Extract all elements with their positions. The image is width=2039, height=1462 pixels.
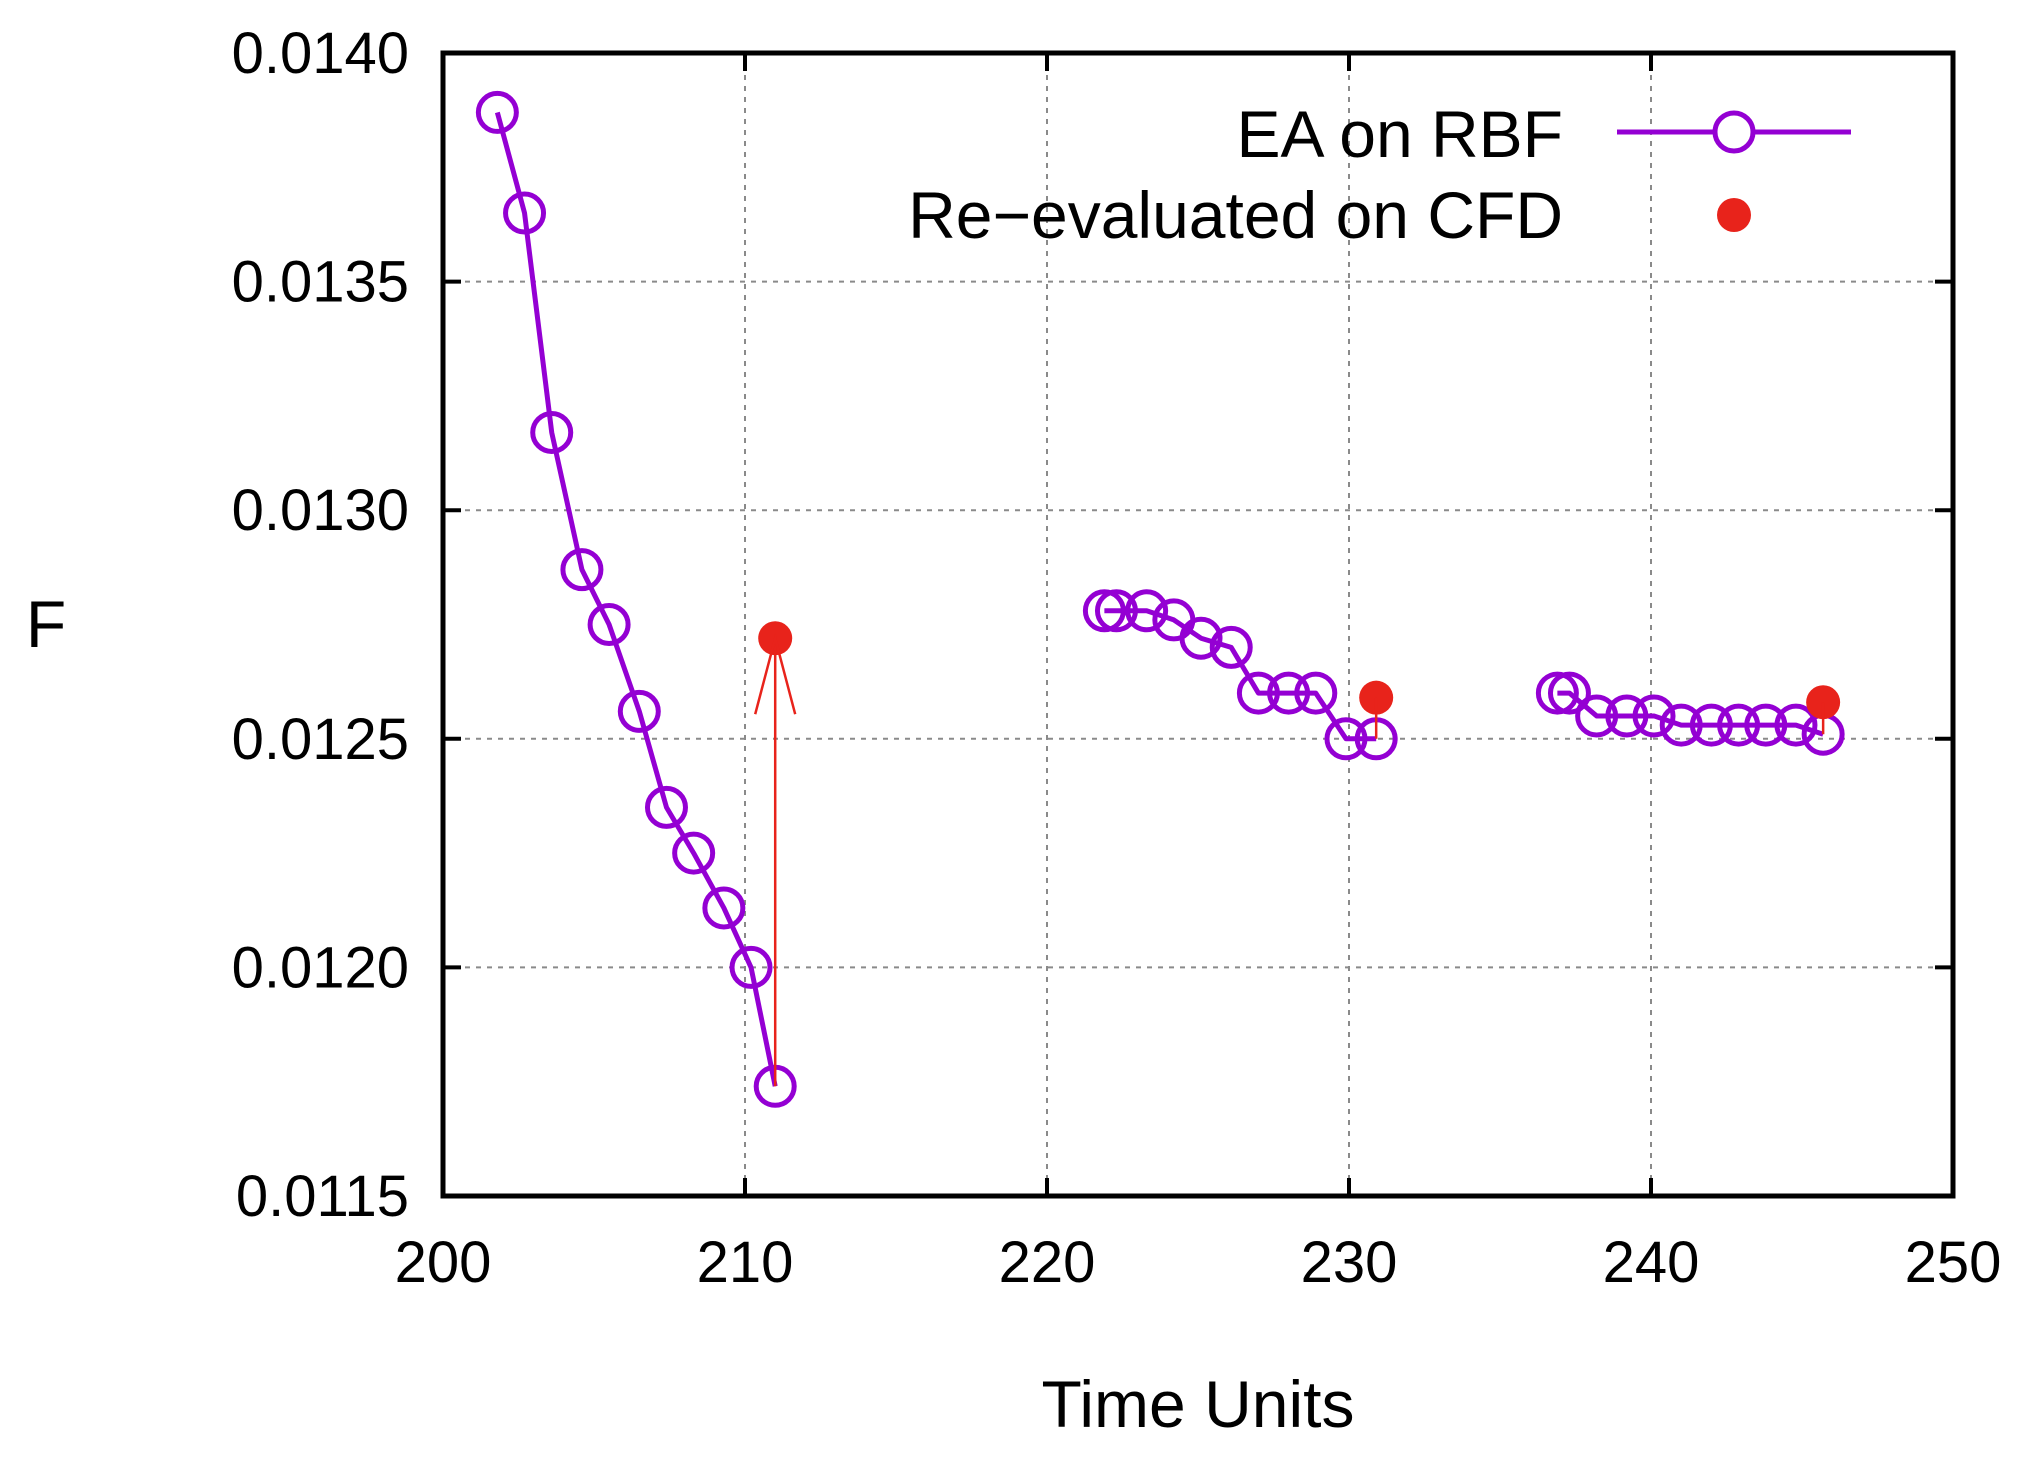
legend-label-ea-on-rbf: EA on RBF bbox=[1237, 97, 1564, 171]
x-tick-label-250: 250 bbox=[1905, 1230, 2002, 1295]
series-ea-on-rbf-point-3-10 bbox=[1774, 703, 1818, 747]
y-tick-label-0.0125: 0.0125 bbox=[232, 707, 409, 772]
y-axis-title: F bbox=[26, 587, 66, 661]
series-ea-on-rbf-point-3-9 bbox=[1744, 703, 1788, 747]
series-ea-on-rbf-point-2-7 bbox=[1236, 671, 1280, 715]
series-ea-on-rbf-point-1-8 bbox=[672, 831, 716, 875]
series-ea-on-rbf-point-1-1 bbox=[475, 90, 519, 134]
frame-layer bbox=[440, 50, 1956, 1199]
x-axis-title: Time Units bbox=[1042, 1367, 1355, 1441]
series-ea-on-rbf-point-1-10 bbox=[729, 945, 773, 989]
series-ea-on-rbf-point-1-7 bbox=[644, 785, 688, 829]
series-ea-on-rbf-point-3-4 bbox=[1605, 694, 1649, 738]
series-ea-on-rbf-point-1-9 bbox=[702, 886, 746, 930]
series-ea-on-rbf-point-1-4 bbox=[560, 548, 604, 592]
y-tick-label-0.0130: 0.0130 bbox=[232, 478, 409, 543]
series-ea-on-rbf-point-2-2 bbox=[1094, 589, 1138, 633]
x-tick-label-200: 200 bbox=[395, 1230, 492, 1295]
legend-swatch-ea-on-rbf-marker bbox=[1712, 110, 1756, 154]
x-tick-label-230: 230 bbox=[1301, 1230, 1398, 1295]
legend-label-re-evaluated-on-cfd: Re−evaluated on CFD bbox=[908, 178, 1563, 252]
legend: EA on RBF Re−evaluated on CFD bbox=[908, 97, 1851, 252]
series-ea-on-rbf-point-3-1 bbox=[1535, 671, 1579, 715]
y-tick-label-0.0115: 0.0115 bbox=[236, 1164, 409, 1229]
series-ea-on-rbf-point-1-2 bbox=[503, 191, 547, 235]
x-tick-label-220: 220 bbox=[999, 1230, 1096, 1295]
series-ea-on-rbf-point-3-3 bbox=[1575, 694, 1619, 738]
annotation-layer bbox=[753, 633, 1825, 1087]
series-layer bbox=[475, 90, 1845, 1108]
cfd-arrow-head-1 bbox=[753, 633, 797, 715]
series-ea-on-rbf-line-segment-1 bbox=[494, 111, 778, 1087]
plot-frame bbox=[440, 50, 1956, 1199]
y-tick-label-0.0120: 0.0120 bbox=[232, 935, 409, 1000]
series-ea-on-rbf-point-2-8 bbox=[1267, 671, 1311, 715]
series-ea-on-rbf-point-1-3 bbox=[530, 410, 574, 454]
series-ea-on-rbf-point-3-7 bbox=[1689, 703, 1733, 747]
legend-swatch-re-evaluated-on-cfd-marker bbox=[1717, 198, 1751, 232]
series-ea-on-rbf-point-3-8 bbox=[1717, 703, 1761, 747]
series-ea-on-rbf-point-3-2 bbox=[1547, 671, 1591, 715]
series-ea-on-rbf-point-2-9 bbox=[1294, 671, 1338, 715]
series-ea-on-rbf-point-2-1 bbox=[1082, 589, 1126, 633]
series-ea-on-rbf-point-2-6 bbox=[1209, 625, 1253, 669]
series-ea-on-rbf-point-2-5 bbox=[1179, 616, 1223, 660]
series-ea-on-rbf-point-2-10 bbox=[1324, 717, 1368, 761]
x-tick-label-240: 240 bbox=[1603, 1230, 1700, 1295]
series-ea-on-rbf-point-3-5 bbox=[1632, 694, 1676, 738]
y-tick-label-0.0135: 0.0135 bbox=[232, 250, 409, 315]
x-tick-label-210: 210 bbox=[697, 1230, 794, 1295]
series-ea-on-rbf-point-1-5 bbox=[587, 603, 631, 646]
series-ea-on-rbf-point-2-3 bbox=[1125, 589, 1169, 633]
y-tick-label-0.0140: 0.0140 bbox=[232, 21, 409, 86]
ticks-layer: 200 210 220 230 240 250 0.0115 0.0120 0.0125 0.01… bbox=[232, 21, 2002, 1295]
series-ea-on-rbf-point-3-6 bbox=[1659, 703, 1703, 747]
series-ea-on-rbf-point-1-6 bbox=[617, 689, 661, 733]
